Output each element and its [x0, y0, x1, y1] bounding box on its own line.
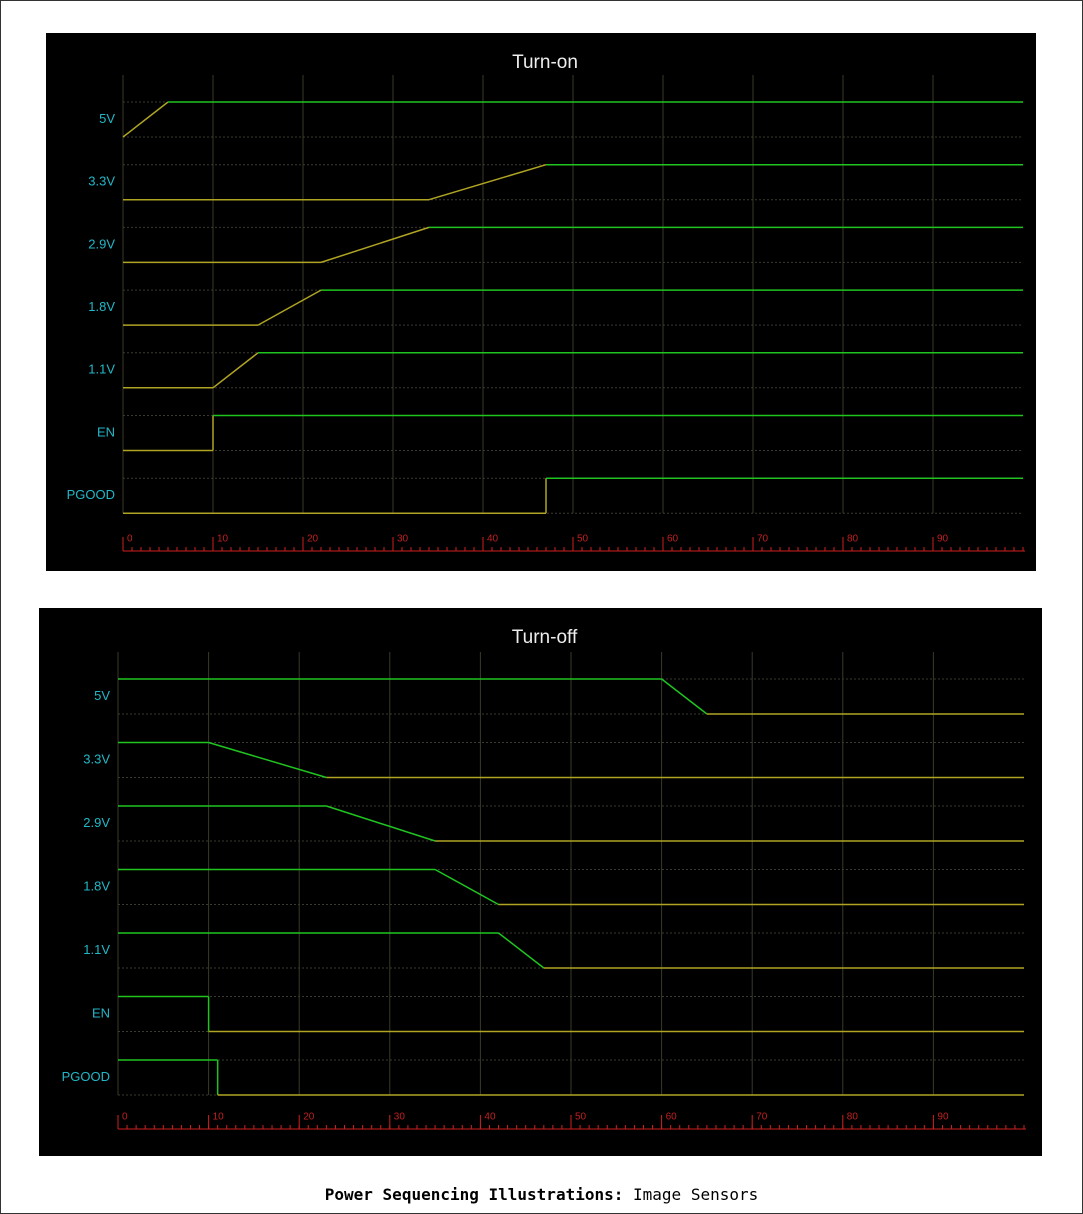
x-tick-label: 90 [937, 534, 949, 545]
x-tick-label: 40 [484, 1112, 496, 1123]
x-tick-label: 70 [757, 534, 769, 545]
chart-title: Turn-on [512, 52, 578, 73]
signal-segment [326, 805, 436, 842]
x-tick-label: 0 [127, 534, 133, 545]
x-tick-label: 60 [667, 534, 679, 545]
minor-ticks [122, 547, 1024, 551]
signal-label: 5V [94, 688, 110, 703]
signal-segment [320, 226, 430, 264]
signal-label: EN [92, 1005, 110, 1020]
x-tick-label: 10 [217, 534, 229, 545]
chart: Turn-off 0 10 20 30 40 50 60 70 80 90 5V 3.3V 2.9V 1.8… [39, 608, 1042, 1156]
x-tick-label: 80 [847, 534, 859, 545]
x-tick-label: 50 [577, 534, 589, 545]
x-tick-label: 90 [937, 1112, 949, 1123]
x-tick-label: 10 [213, 1112, 225, 1123]
x-tick-label: 50 [575, 1112, 587, 1123]
signal-label: 2.9V [83, 815, 110, 830]
signal-segment [122, 101, 169, 138]
x-tick-label: 20 [303, 1112, 315, 1123]
signal-label: EN [97, 424, 115, 439]
signal-label: 1.8V [83, 878, 110, 893]
x-tick-label: 20 [307, 534, 319, 545]
signal-segment [498, 932, 545, 969]
x-tick-label: 40 [487, 534, 499, 545]
signal-segment [208, 741, 327, 779]
caption: Power Sequencing Illustrations: Image Se… [1, 1185, 1082, 1204]
signal-segment [434, 868, 499, 906]
signal-label: 1.8V [88, 299, 115, 314]
caption-text: Image Sensors [633, 1185, 759, 1204]
signal-segment [428, 163, 547, 201]
minor-ticks [117, 1125, 1025, 1129]
signal-segment [212, 352, 259, 389]
chart: Turn-on 0 10 20 30 40 50 60 70 80 90 5V 3.3V 2.9V 1.8V… [46, 33, 1036, 571]
signal-label: 2.9V [88, 236, 115, 251]
signal-segment [257, 289, 322, 326]
x-tick-label: 30 [394, 1112, 406, 1123]
signal-label: 1.1V [83, 942, 110, 957]
x-tick-label: 30 [397, 534, 409, 545]
signal-label: 3.3V [83, 751, 110, 766]
x-tick-label: 70 [756, 1112, 768, 1123]
chart-title: Turn-off [512, 627, 578, 648]
signal-label: PGOOD [62, 1069, 110, 1084]
signal-label: 3.3V [88, 174, 115, 189]
signal-label: 1.1V [88, 362, 115, 377]
x-tick-label: 60 [666, 1112, 678, 1123]
caption-label: Power Sequencing Illustrations: [324, 1185, 624, 1204]
signal-label: PGOOD [67, 487, 115, 502]
x-tick-label: 0 [122, 1112, 128, 1123]
x-tick-label: 80 [847, 1112, 859, 1123]
signal-segment [661, 678, 708, 715]
signal-label: 5V [99, 111, 115, 126]
